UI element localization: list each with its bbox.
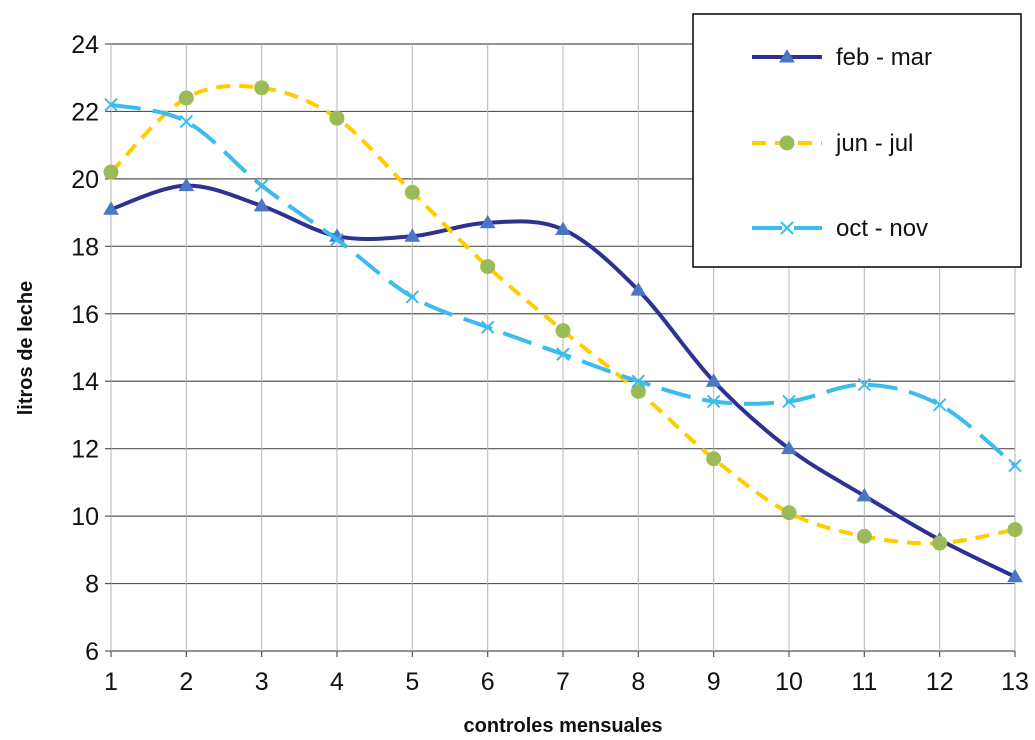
- x-marker-stroke: [405, 290, 420, 304]
- data-point: [479, 214, 496, 229]
- y-tick-label: 10: [71, 503, 99, 531]
- data-point: [706, 394, 721, 409]
- x-tick-label: 3: [255, 668, 269, 696]
- y-tick-label: 8: [85, 571, 99, 599]
- data-point: [705, 373, 722, 387]
- x-tick-label: 13: [1001, 668, 1029, 696]
- data-point: [1007, 522, 1023, 538]
- y-tick-label: 20: [71, 166, 99, 194]
- x-tick-label: 4: [330, 668, 344, 696]
- y-tick-label: 16: [71, 301, 99, 329]
- legend-marker: [779, 135, 795, 151]
- x-marker-stroke: [932, 398, 947, 412]
- y-axis-ticks: 6 8 10 12 14 16 18 20 22 24: [71, 31, 111, 666]
- data-point: [932, 535, 948, 551]
- data-point: [178, 177, 195, 192]
- data-point: [782, 394, 796, 409]
- y-tick-label: 6: [85, 638, 99, 666]
- legend: feb - mar jun - jul oct - nov: [692, 13, 1022, 268]
- x-marker-stroke: [556, 347, 570, 361]
- x-axis-ticks: 1 2 3 4 5 6 7 8 9 10 11 12 13: [104, 651, 1029, 696]
- data-point: [253, 197, 270, 212]
- data-point: [103, 201, 119, 215]
- data-point: [856, 528, 872, 544]
- y-tick-label: 18: [71, 233, 99, 261]
- x-tick-label: 8: [631, 668, 645, 696]
- x-marker-stroke: [179, 114, 194, 129]
- data-point: [1007, 568, 1023, 583]
- data-point: [857, 377, 872, 392]
- data-point: [179, 114, 194, 129]
- data-point: [178, 90, 194, 106]
- data-point: [480, 320, 495, 334]
- data-point: [555, 323, 571, 339]
- data-point: [104, 97, 118, 112]
- y-tick-label: 22: [71, 98, 99, 126]
- y-axis-title: litros de leche: [15, 281, 37, 416]
- y-tick-label: 12: [71, 436, 99, 464]
- y-tick-label: 14: [71, 368, 99, 396]
- series-2: [104, 97, 1022, 473]
- legend-box: [692, 13, 1022, 268]
- x-tick-label: 2: [179, 668, 193, 696]
- y-tick-label: 24: [71, 31, 99, 59]
- series-0: [103, 177, 1023, 583]
- data-point: [932, 398, 947, 412]
- data-point: [555, 221, 571, 235]
- x-tick-label: 1: [104, 668, 118, 696]
- legend-marker: [780, 221, 794, 235]
- data-point: [630, 282, 647, 296]
- data-point: [404, 228, 421, 242]
- data-point: [631, 374, 646, 388]
- data-point: [103, 164, 119, 180]
- x-marker-stroke: [104, 97, 118, 112]
- x-tick-label: 10: [775, 668, 803, 696]
- x-marker-stroke: [1008, 458, 1022, 473]
- data-point: [329, 110, 345, 126]
- data-point: [254, 178, 269, 193]
- data-point: [254, 80, 270, 96]
- data-point: [1008, 458, 1022, 473]
- x-axis-title: controles mensuales: [464, 715, 663, 737]
- x-marker-stroke: [480, 320, 495, 334]
- x-marker-stroke: [706, 394, 721, 409]
- data-point: [706, 451, 722, 467]
- x-tick-label: 7: [556, 668, 570, 696]
- x-marker-stroke: [857, 377, 872, 392]
- legend-label: feb - mar: [836, 44, 932, 71]
- x-tick-label: 5: [405, 668, 419, 696]
- legend-label: oct - nov: [836, 215, 928, 242]
- x-marker-stroke: [330, 232, 344, 247]
- x-tick-label: 9: [707, 668, 721, 696]
- data-point: [404, 184, 420, 200]
- data-point: [630, 383, 646, 399]
- x-marker-stroke: [254, 178, 269, 193]
- data-point: [330, 232, 344, 247]
- legend-marker: [779, 49, 795, 63]
- x-marker-stroke: [780, 221, 794, 235]
- x-marker-stroke: [631, 374, 646, 388]
- data-point: [781, 440, 797, 455]
- data-point: [405, 290, 420, 304]
- data-point: [856, 487, 873, 502]
- series-1: [103, 80, 1023, 551]
- x-tick-label: 6: [481, 668, 495, 696]
- data-point: [480, 259, 496, 275]
- data-point: [781, 505, 797, 521]
- series-lines: [103, 80, 1023, 583]
- x-tick-label: 11: [851, 668, 877, 696]
- x-marker-stroke: [782, 394, 796, 409]
- data-point: [556, 347, 570, 361]
- legend-label: jun - jul: [835, 130, 913, 157]
- x-tick-label: 12: [926, 668, 954, 696]
